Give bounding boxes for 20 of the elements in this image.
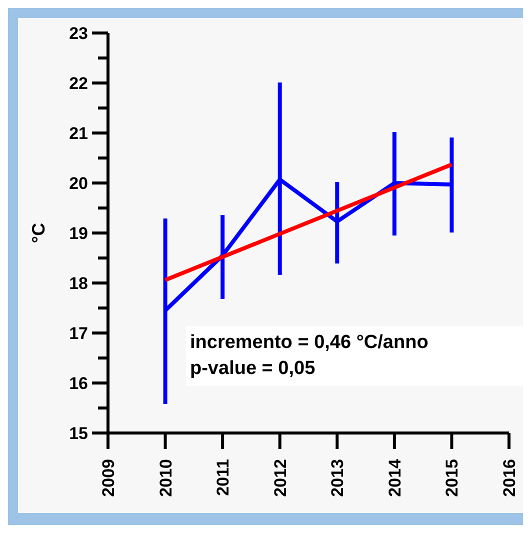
x-tick-label: 2016 bbox=[500, 459, 519, 497]
y-tick-label: 22 bbox=[69, 74, 88, 93]
y-tick-label: 20 bbox=[69, 174, 88, 193]
y-axis-title: °C bbox=[28, 222, 48, 244]
y-tick-label: 16 bbox=[69, 374, 88, 393]
y-tick-label: 15 bbox=[69, 424, 88, 443]
x-tick-label: 2009 bbox=[99, 459, 118, 497]
x-tick-label: 2014 bbox=[385, 458, 404, 497]
annotation: incremento = 0,46 °C/anno bbox=[190, 331, 430, 355]
y-tick-label: 18 bbox=[69, 274, 88, 293]
x-tick-label: 2015 bbox=[442, 459, 462, 497]
y-tick-label: 19 bbox=[69, 224, 88, 243]
y-tick-label: 21 bbox=[69, 124, 88, 143]
y-tick-label: 17 bbox=[69, 324, 88, 343]
x-tick-label: 2011 bbox=[214, 459, 233, 496]
x-tick-label: 2013 bbox=[328, 459, 348, 497]
x-tick-label: 2012 bbox=[270, 459, 290, 497]
x-tick-label: 2010 bbox=[156, 459, 176, 497]
y-tick-label: 23 bbox=[69, 24, 88, 43]
annotation: p-value = 0,05 bbox=[190, 357, 316, 381]
